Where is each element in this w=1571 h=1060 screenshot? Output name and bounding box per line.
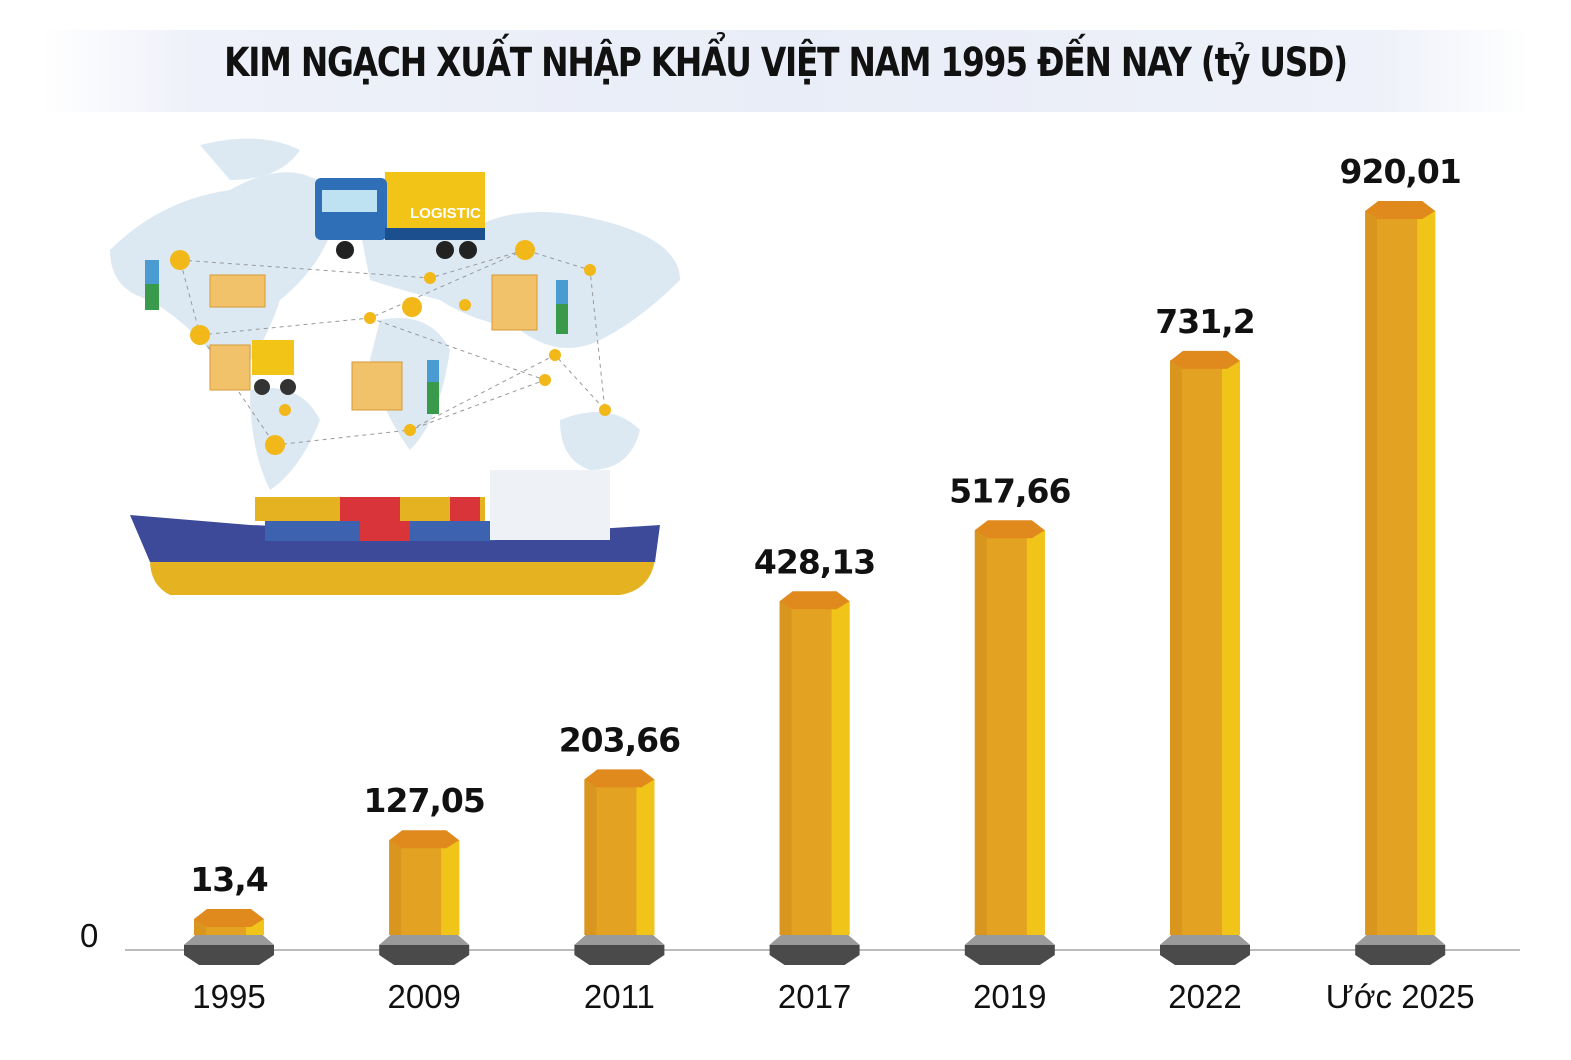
bar-edge <box>974 530 987 935</box>
x-tick-label: 2011 <box>584 978 655 1015</box>
truck-logo-text: LOGISTIC <box>410 205 481 222</box>
bar-base-top <box>184 932 274 945</box>
y-tick-label: 0 <box>80 917 98 954</box>
bars: 13,4 1995 127,05 2009 203,66 2011 428,13 2017 51… <box>184 152 1475 1015</box>
ship-icon <box>130 470 660 595</box>
data-label: 13,4 <box>190 860 267 899</box>
truck-icon <box>315 172 485 259</box>
x-tick-label: 2022 <box>1168 978 1241 1015</box>
x-tick-label: Ước 2025 <box>1326 978 1475 1015</box>
logistics-illustration: LOGISTIC <box>110 138 680 595</box>
bar-side <box>1026 530 1045 935</box>
bar-top <box>194 909 264 927</box>
data-label: 203,66 <box>559 720 680 759</box>
bar-base-top <box>1355 932 1446 945</box>
bar-base-top <box>379 932 470 945</box>
bar-base-top <box>769 932 860 945</box>
map-pins <box>170 240 611 455</box>
data-label: 517,66 <box>949 471 1070 510</box>
chart-title: KIM NGẠCH XUẤT NHẬP KHẨU VIỆT NAM 1995 Đ… <box>224 40 1348 86</box>
data-label: 731,2 <box>1155 302 1254 341</box>
bar-edge <box>584 779 597 935</box>
worker-icons <box>145 260 568 414</box>
bar-top <box>974 520 1045 539</box>
bar-top <box>779 591 850 610</box>
bar-side <box>831 601 850 935</box>
bar-edge <box>389 840 402 935</box>
x-tick-label: 2019 <box>973 978 1046 1015</box>
bar-top <box>584 769 655 788</box>
bar-side <box>636 779 655 935</box>
data-label: 920,01 <box>1340 152 1461 191</box>
x-tick-label: 2009 <box>387 978 460 1015</box>
x-tick-label: 1995 <box>192 978 265 1015</box>
boxes-icon <box>209 274 538 411</box>
bar-edge <box>1170 360 1182 935</box>
bar-base-top <box>1160 932 1250 945</box>
forklift-icon <box>252 340 296 395</box>
bar-top <box>1365 201 1436 219</box>
x-tick-label: 2017 <box>778 978 851 1015</box>
bar-base-top <box>964 932 1055 945</box>
bar-top <box>1170 350 1240 369</box>
bar-edge <box>1365 211 1378 935</box>
bar-base-top <box>574 932 665 945</box>
data-label: 428,13 <box>754 542 875 581</box>
bar-side <box>1417 211 1436 935</box>
bar-side <box>1222 360 1240 935</box>
bar-edge <box>779 601 792 935</box>
data-label: 127,05 <box>364 781 485 820</box>
title-band <box>40 30 1530 112</box>
bar-top <box>389 830 460 849</box>
bar-side <box>441 840 460 935</box>
